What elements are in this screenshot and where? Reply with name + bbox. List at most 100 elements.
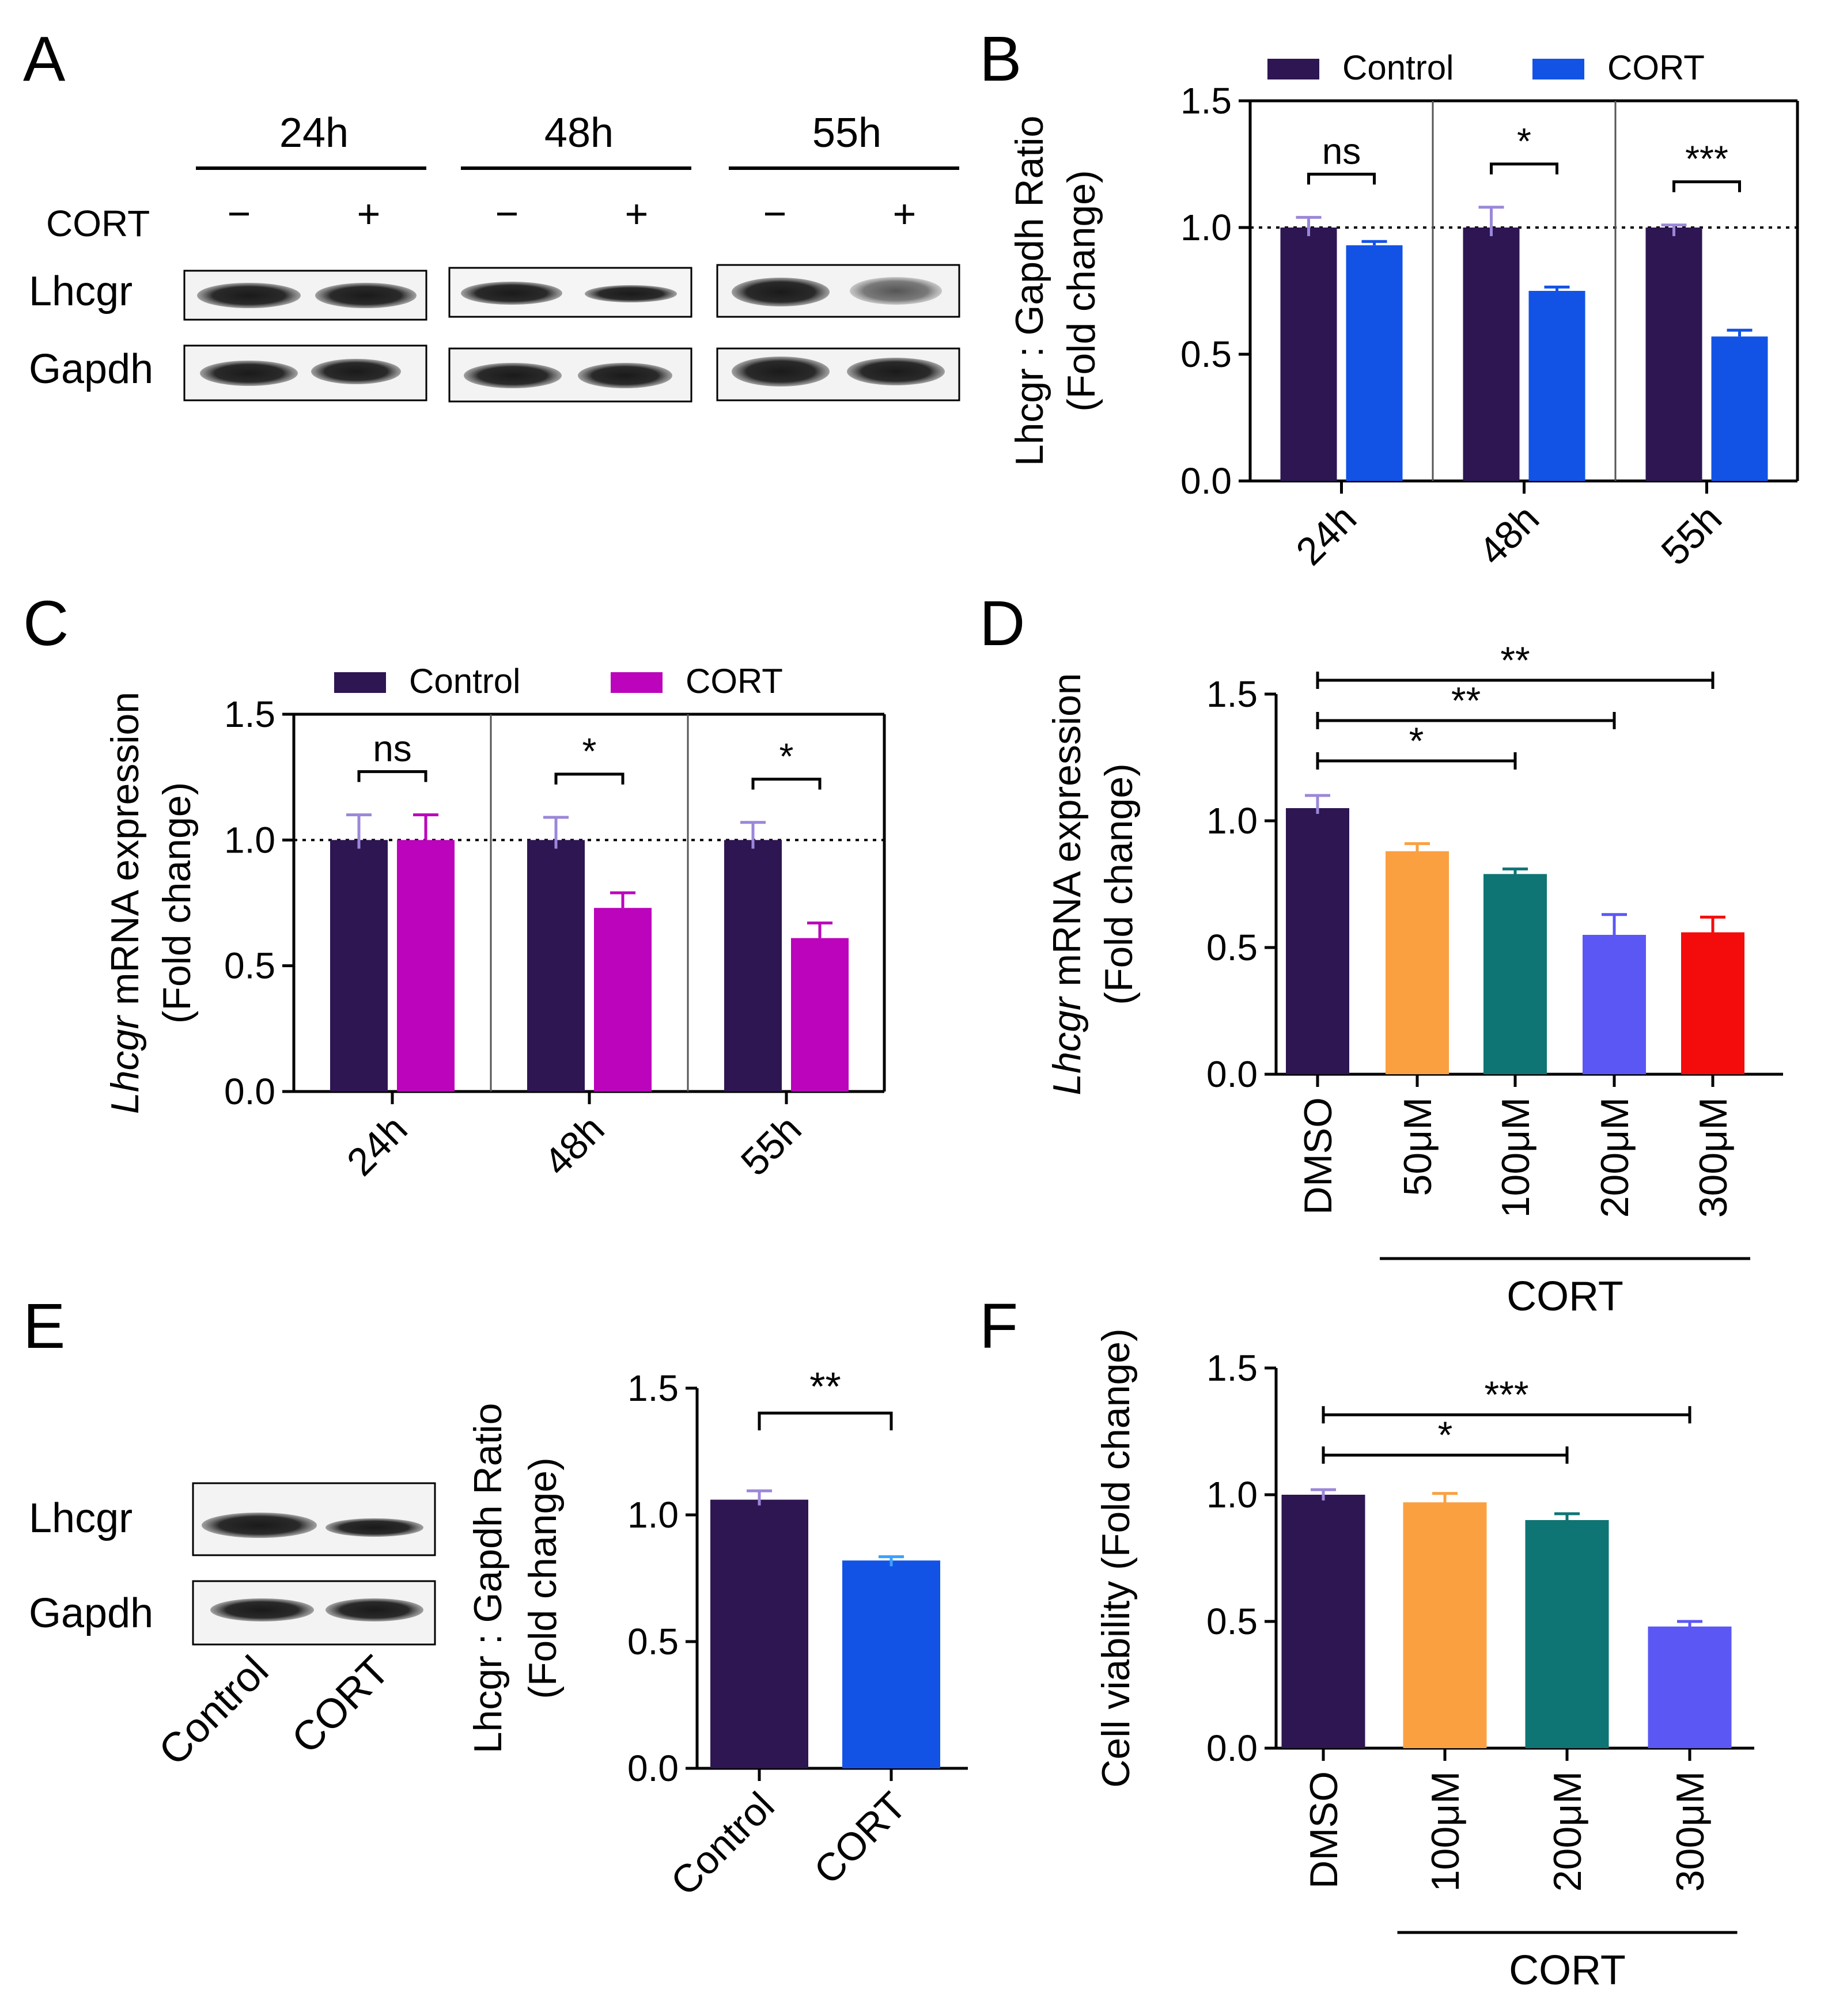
significance-bracket bbox=[758, 1411, 893, 1431]
blot-a-sign: − bbox=[228, 191, 251, 236]
y-tick-label: 0.5 bbox=[1206, 1601, 1258, 1642]
y-axis-label-unit: (Fold change) bbox=[155, 782, 199, 1024]
blot-band bbox=[464, 363, 562, 388]
significance-bracket bbox=[1490, 162, 1558, 175]
x-tick-label: 50μM bbox=[1396, 1097, 1440, 1196]
panel-label-b: B bbox=[979, 24, 1021, 94]
y-tick-label: 0.0 bbox=[224, 1071, 275, 1112]
blot-band bbox=[585, 285, 677, 302]
significance-label: *** bbox=[1685, 138, 1728, 180]
significance-label: ns bbox=[373, 728, 412, 770]
legend-label: Control bbox=[409, 662, 520, 700]
x-tick-label: 300μM bbox=[1691, 1097, 1735, 1218]
bar-control-48h bbox=[527, 840, 585, 1092]
y-tick-label: 0.5 bbox=[1206, 927, 1258, 968]
x-tick-label: 100μM bbox=[1424, 1771, 1467, 1892]
blot-band bbox=[202, 1513, 317, 1538]
significance-bracket bbox=[751, 778, 822, 790]
legend-swatch bbox=[611, 672, 663, 693]
legend-swatch bbox=[1267, 59, 1319, 79]
bar-cort-55h bbox=[1711, 336, 1768, 481]
x-tick-label: 100μM bbox=[1494, 1097, 1538, 1218]
panel-label-f: F bbox=[979, 1291, 1018, 1362]
y-axis-label: Lhcgr mRNA expression bbox=[1045, 673, 1089, 1095]
y-axis-label: Lhcgr mRNA expression bbox=[103, 692, 147, 1114]
bar-control-55h bbox=[1645, 228, 1702, 481]
bar-cort-24h bbox=[397, 840, 455, 1092]
bar-cort-55h bbox=[791, 938, 849, 1092]
legend-swatch bbox=[334, 672, 386, 693]
bar-DMSO bbox=[1286, 808, 1349, 1074]
x-tick-label: DMSO bbox=[1296, 1097, 1340, 1215]
significance-label: * bbox=[1409, 719, 1424, 762]
bar-300μM bbox=[1648, 1626, 1732, 1748]
bar-300μM bbox=[1681, 932, 1744, 1074]
panel-label-e: E bbox=[23, 1291, 65, 1362]
legend-label: CORT bbox=[1607, 48, 1705, 87]
y-axis-label: Lhcgr : Gapdh Ratio bbox=[466, 1403, 510, 1754]
blot-band bbox=[847, 358, 945, 385]
legend-swatch bbox=[1532, 59, 1584, 79]
blot-e-lane-label: Control bbox=[150, 1647, 278, 1775]
y-tick-label: 1.0 bbox=[1180, 207, 1232, 248]
bar-control-24h bbox=[330, 840, 388, 1092]
significance-label: * bbox=[582, 730, 597, 772]
y-tick-label: 1.0 bbox=[224, 819, 275, 861]
x-tick-label: CORT bbox=[806, 1784, 915, 1893]
blot-e-row-label: Gapdh bbox=[29, 1590, 153, 1636]
bar-cort-48h bbox=[1528, 291, 1585, 481]
blot-a-group-label: 55h bbox=[812, 110, 881, 156]
bar-control-24h bbox=[1280, 228, 1337, 481]
significance-label: * bbox=[779, 736, 794, 777]
blot-a-sign: + bbox=[357, 191, 381, 236]
blot-a-group-label: 24h bbox=[279, 110, 349, 156]
blot-a-sign: − bbox=[495, 191, 519, 236]
x-tick-label: 55h bbox=[733, 1107, 810, 1184]
group-label: CORT bbox=[1509, 1947, 1626, 1994]
blot-e-lane-label: CORT bbox=[283, 1647, 398, 1763]
y-tick-label: 1.5 bbox=[1180, 80, 1232, 122]
blot-band bbox=[461, 282, 562, 305]
y-axis-label-unit: (Fold change) bbox=[1059, 170, 1103, 412]
y-tick-label: 1.0 bbox=[1206, 800, 1258, 842]
panel-label-a: A bbox=[23, 24, 66, 94]
x-tick-label: 200μM bbox=[1546, 1771, 1589, 1892]
bar-100μM bbox=[1403, 1502, 1487, 1748]
y-axis-label-unit: (Fold change) bbox=[521, 1457, 565, 1699]
y-tick-label: 1.5 bbox=[1206, 673, 1258, 715]
y-tick-label: 1.0 bbox=[1206, 1474, 1258, 1515]
bar-200μM bbox=[1583, 935, 1646, 1074]
significance-label: ** bbox=[1500, 639, 1530, 681]
blot-e-row-label: Lhcgr bbox=[29, 1495, 133, 1541]
y-tick-label: 1.5 bbox=[1206, 1347, 1258, 1389]
bar-control-48h bbox=[1463, 228, 1520, 481]
blot-band bbox=[850, 277, 942, 305]
blot-band bbox=[200, 361, 298, 386]
y-axis-label-rest: mRNA expression bbox=[1045, 673, 1089, 997]
significance-label: ns bbox=[1322, 130, 1361, 172]
blot-band bbox=[197, 283, 301, 308]
y-axis-label-rest: mRNA expression bbox=[103, 692, 147, 1016]
blot-e: Lhcgr Gapdh Control CORT bbox=[29, 1482, 436, 1775]
bar-cort-48h bbox=[594, 908, 652, 1092]
bar-Control bbox=[710, 1499, 808, 1768]
bar-CORT bbox=[842, 1560, 940, 1768]
y-tick-label: 0.0 bbox=[1206, 1727, 1258, 1769]
bar-200μM bbox=[1525, 1520, 1609, 1748]
bar-50μM bbox=[1386, 851, 1449, 1074]
significance-label: ** bbox=[809, 1364, 841, 1409]
blot-a-sign: + bbox=[625, 191, 649, 236]
x-tick-label: DMSO bbox=[1302, 1771, 1346, 1889]
y-axis-label: Cell viability (Fold change) bbox=[1094, 1328, 1138, 1787]
blot-band bbox=[210, 1598, 314, 1621]
bar-100μM bbox=[1483, 874, 1547, 1074]
blot-a: 24h 48h 55h CORT − + − + − + Lhcgr Gapdh bbox=[29, 110, 960, 403]
significance-label: * bbox=[1517, 120, 1531, 162]
blot-band bbox=[311, 359, 401, 384]
legend-label: Control bbox=[1342, 48, 1454, 87]
panel-label-d: D bbox=[979, 588, 1025, 659]
x-tick-label: 24h bbox=[1288, 497, 1365, 574]
y-axis-label-unit: (Fold change) bbox=[1097, 763, 1141, 1005]
y-axis-label-gene: Lhcgr bbox=[103, 1015, 147, 1114]
